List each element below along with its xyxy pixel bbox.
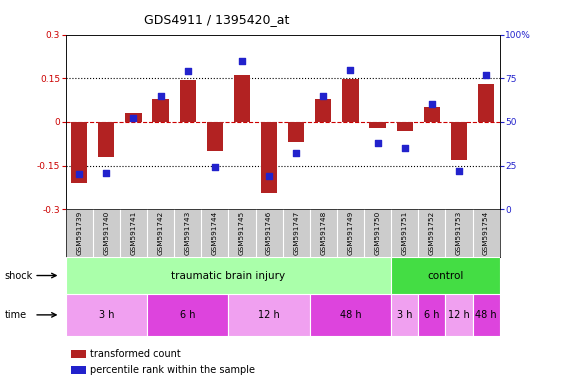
Text: 48 h: 48 h [340,310,361,320]
Bar [126,113,142,122]
Point [455,168,464,174]
Point [129,115,138,121]
Text: GDS4911 / 1395420_at: GDS4911 / 1395420_at [144,13,289,26]
Point [400,145,409,151]
Text: 6 h: 6 h [424,310,440,320]
Point [264,173,274,179]
Bar [396,122,413,131]
Text: GSM591741: GSM591741 [130,211,136,255]
Text: GSM591747: GSM591747 [293,211,299,255]
Text: GSM591749: GSM591749 [347,211,353,255]
Bar [342,79,359,122]
Text: GSM591753: GSM591753 [456,211,462,255]
Point [156,93,165,99]
Bar [71,122,87,183]
Text: GSM591742: GSM591742 [158,211,164,255]
Bar [288,122,304,142]
Text: GSM591743: GSM591743 [184,211,191,255]
Text: GSM591739: GSM591739 [76,211,82,255]
Text: GSM591751: GSM591751 [401,211,408,255]
Point [427,101,436,108]
Point [183,68,192,74]
Text: 3 h: 3 h [99,310,114,320]
Bar [315,99,331,122]
Point [346,66,355,73]
Text: transformed count: transformed count [90,349,180,359]
Point [373,140,382,146]
Point [75,171,84,177]
Text: 12 h: 12 h [258,310,280,320]
Text: 12 h: 12 h [448,310,470,320]
Point [481,72,490,78]
Point [238,58,247,64]
Text: traumatic brain injury: traumatic brain injury [171,270,286,281]
Bar [152,99,169,122]
Text: GSM591740: GSM591740 [103,211,110,255]
Bar [66,294,147,336]
Bar [234,75,250,122]
Text: GSM591754: GSM591754 [483,211,489,255]
Bar [309,294,391,336]
Bar [445,294,473,336]
Text: 48 h: 48 h [475,310,497,320]
Text: percentile rank within the sample: percentile rank within the sample [90,365,255,375]
Text: time: time [5,310,27,320]
Text: 3 h: 3 h [397,310,412,320]
Bar [478,84,494,122]
Bar [228,294,309,336]
Bar [451,122,467,160]
Bar [66,257,391,294]
Text: GSM591752: GSM591752 [429,211,435,255]
Point [292,150,301,156]
Bar [424,108,440,122]
Bar [391,294,418,336]
Bar [179,80,196,122]
Text: GSM591744: GSM591744 [212,211,218,255]
Text: GSM591745: GSM591745 [239,211,245,255]
Text: 6 h: 6 h [180,310,195,320]
Bar [98,122,114,157]
Point [210,164,219,170]
Bar [473,294,500,336]
Bar [391,257,500,294]
Text: shock: shock [5,270,33,281]
Text: GSM591746: GSM591746 [266,211,272,255]
Bar [369,122,386,128]
Bar [207,122,223,151]
Point [102,169,111,175]
Point [319,93,328,99]
Text: control: control [427,270,464,281]
Text: GSM591750: GSM591750 [375,211,381,255]
Bar [261,122,278,193]
Bar [418,294,445,336]
Bar [147,294,228,336]
Text: GSM591748: GSM591748 [320,211,327,255]
